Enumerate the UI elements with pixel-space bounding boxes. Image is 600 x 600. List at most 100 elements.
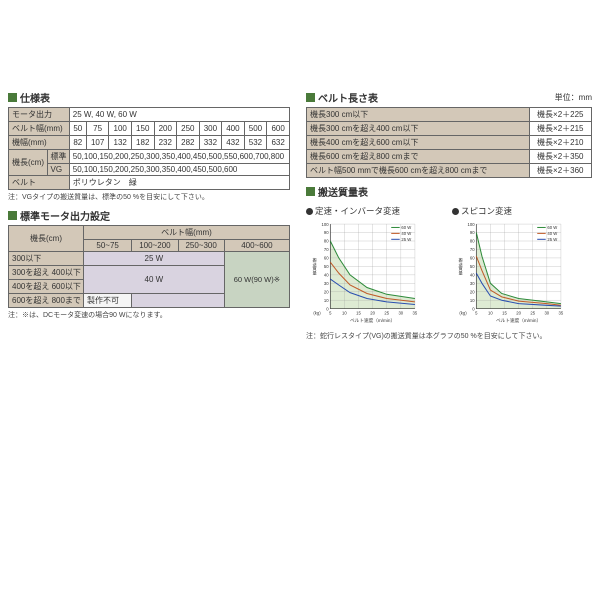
dot-icon [452,208,459,215]
spec-note: 注：VGタイプの搬送質量は、標準の50 %を目安にして下さい。 [8,192,290,202]
svg-text:40 W: 40 W [547,231,557,236]
cell: 282 [177,136,200,150]
svg-text:10: 10 [488,311,493,316]
range: 250~300 [178,240,224,252]
svg-text:30: 30 [470,281,475,286]
svg-text:10: 10 [342,311,347,316]
cell: 132 [109,136,132,150]
bullet-icon [306,93,315,102]
cell: 300 [199,122,222,136]
row-header: 機長(cm) [9,226,84,252]
cell: 50,100,150,200,250,300,350,400,450,500,5… [69,150,289,164]
svg-text:20: 20 [516,311,521,316]
val: 機長×2＋350 [529,150,591,164]
svg-text:25: 25 [384,311,389,316]
svg-text:90: 90 [470,230,475,235]
cond: 機長300 cm以下 [307,108,530,122]
svg-text:40: 40 [470,273,475,278]
range: 400~600 [224,240,289,252]
svg-text:25 W: 25 W [401,237,411,242]
bullet-icon [306,187,315,196]
cell: 432 [222,136,245,150]
svg-text:25 W: 25 W [547,237,557,242]
col-header: ベルト幅(mm) [84,226,290,240]
cell: 100 [109,122,132,136]
cell: 200 [154,122,177,136]
chart-2: スピコン変速 010203040506070809010051015202530… [452,205,592,329]
motor-table: 機長(cm) ベルト幅(mm) 50~75 100~200 250~300 40… [8,225,290,308]
beltlen-unit: 単位：mm [555,92,592,103]
chart1-title: 定速・インバータ変速 [306,205,446,217]
svg-text:10: 10 [324,298,329,303]
svg-text:35: 35 [559,311,564,316]
beltlen-title-text: ベルト長さ表 [318,90,378,105]
svg-text:(kg): (kg) [313,311,321,316]
svg-text:10: 10 [470,298,475,303]
bullet-icon [8,211,17,220]
svg-text:100: 100 [322,222,330,227]
cond: 機長300 cmを超え400 cm以下 [307,122,530,136]
val: 機長×2＋210 [529,136,591,150]
charts-row: 定速・インバータ変速 01020304050607080901005101520… [306,205,592,329]
svg-text:20: 20 [370,311,375,316]
svg-text:70: 70 [324,247,329,252]
cell: 182 [131,136,154,150]
svg-text:5: 5 [475,311,478,316]
mass-note: 注：蛇行レスタイプ(VG)の搬送質量は本グラフの50 %を目安にして下さい。 [306,331,592,341]
svg-text:30: 30 [544,311,549,316]
motor-note: 注：※は、DCモータ変速の場合90 Wになります。 [8,310,290,320]
svg-text:15: 15 [502,311,507,316]
chart2-title: スピコン変速 [452,205,592,217]
spec-row-label: モータ出力 [9,108,70,122]
svg-text:30: 30 [324,281,329,286]
spec-row-label: ベルト [9,176,70,190]
spec-table: モータ出力 25 W, 40 W, 60 W ベルト幅(mm) 50 75 10… [8,107,290,190]
motor-title-text: 標準モータ出力設定 [20,208,110,223]
spec-row-label: 機長(cm) [9,150,48,176]
svg-text:60: 60 [324,256,329,261]
svg-text:30: 30 [398,311,403,316]
svg-text:90: 90 [324,230,329,235]
spec-title-text: 仕様表 [20,90,50,105]
svg-text:50: 50 [324,264,329,269]
cell: 500 [244,122,267,136]
cell: ポリウレタン 緑 [69,176,289,190]
cell: 400 [222,122,245,136]
svg-text:80: 80 [324,239,329,244]
svg-text:15: 15 [356,311,361,316]
cell: 250 [177,122,200,136]
val: 機長×2＋215 [529,122,591,136]
svg-text:25: 25 [530,311,535,316]
spec-row-value: 25 W, 40 W, 60 W [69,108,289,122]
svg-text:40 W: 40 W [401,231,411,236]
svg-text:35: 35 [413,311,418,316]
cell: 75 [86,122,109,136]
mass-title-text: 搬送質量表 [318,184,368,199]
chart2-title-text: スピコン変速 [461,206,512,216]
chart-b-svg: 01020304050607080901005101520253035搬送質量(… [452,219,592,329]
svg-text:100: 100 [468,222,476,227]
svg-text:搬送質量: 搬送質量 [458,257,464,277]
cond: ベルト幅500 mmで機長600 cmを超え800 cmまで [307,164,530,178]
cond: 機長600 cmを超え800 cmまで [307,150,530,164]
motor-title: 標準モータ出力設定 [8,208,290,223]
cond: 機長400 cmを超え600 cm以下 [307,136,530,150]
svg-text:80: 80 [470,239,475,244]
spec-row-label: ベルト幅(mm) [9,122,70,136]
chart1-title-text: 定速・インバータ変速 [315,206,400,216]
svg-text:50: 50 [470,264,475,269]
svg-text:ベルト速度（m/min）: ベルト速度（m/min） [350,317,395,324]
cell: 632 [267,136,290,150]
svg-text:70: 70 [470,247,475,252]
cell: 232 [154,136,177,150]
spec-title: 仕様表 [8,90,290,105]
bullet-icon [8,93,17,102]
mass-title: 搬送質量表 [306,184,592,199]
spec-sub-label: 標準 [47,150,69,164]
spec-row-label: 機幅(mm) [9,136,70,150]
cell: 107 [86,136,109,150]
range: 50~75 [84,240,132,252]
cell: 50 [69,122,86,136]
chart-1: 定速・インバータ変速 01020304050607080901005101520… [306,205,446,329]
svg-text:ベルト速度（m/min）: ベルト速度（m/min） [496,317,541,324]
